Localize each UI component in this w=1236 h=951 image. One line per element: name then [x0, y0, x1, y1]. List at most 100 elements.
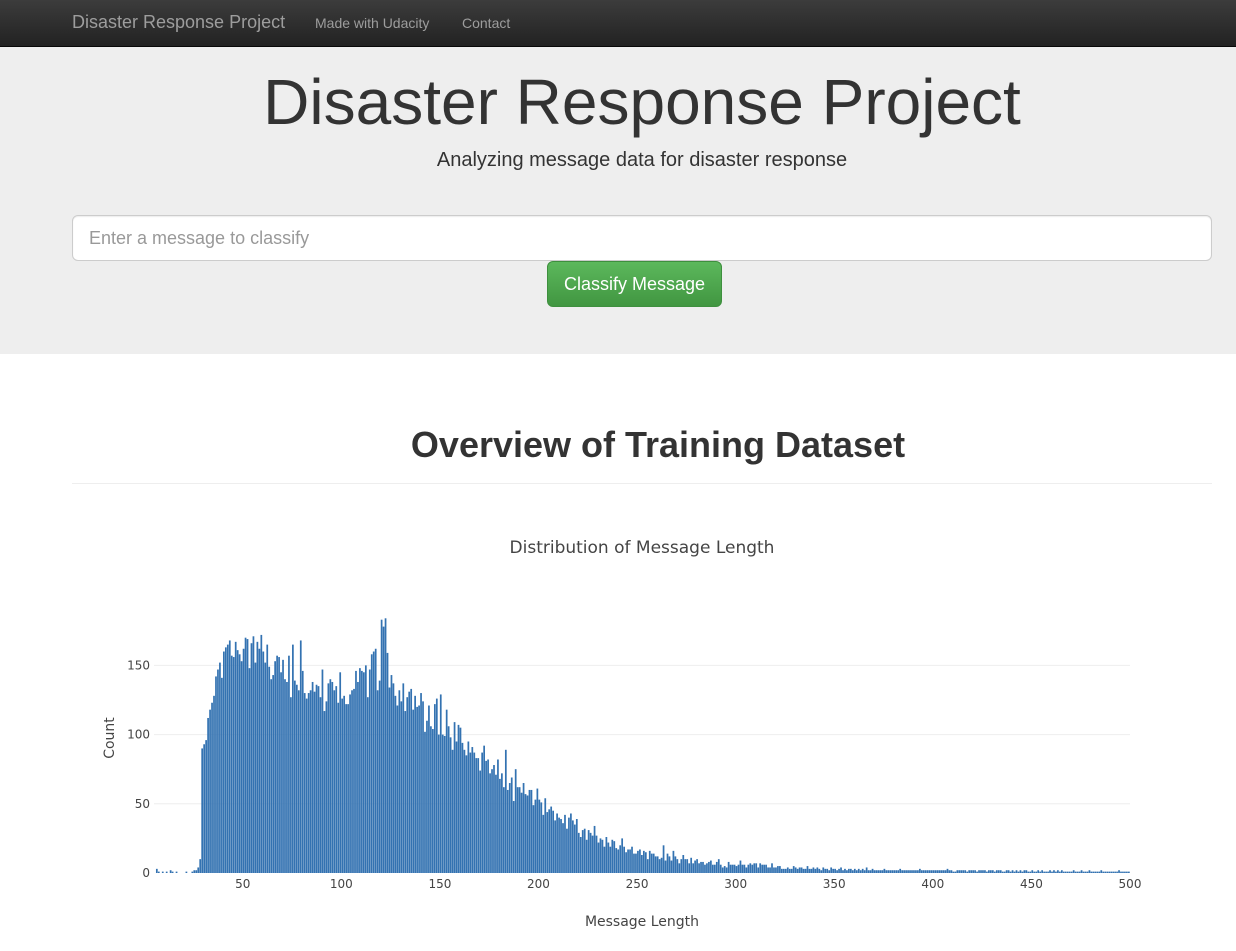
histogram-bar [185, 871, 188, 873]
histogram-bar [986, 871, 988, 873]
histogram-bar [441, 734, 444, 873]
histogram-bar [424, 731, 426, 873]
histogram-bar [1057, 870, 1059, 873]
histogram-bar [735, 866, 738, 873]
histogram-bar [1110, 871, 1113, 873]
histogram-bar [958, 870, 961, 873]
histogram-bar [832, 868, 834, 873]
histogram-bar [769, 867, 771, 873]
histogram-bar [970, 870, 973, 873]
histogram-bar [481, 752, 484, 873]
histogram-bar [1049, 870, 1051, 873]
navbar-brand[interactable]: Disaster Response Project [72, 12, 286, 32]
histogram-bar [311, 681, 314, 873]
histogram-bar [510, 777, 513, 873]
histogram-bar [368, 669, 371, 873]
histogram-bar [1062, 871, 1065, 873]
classify-message-button[interactable]: Classify Message [547, 261, 722, 307]
histogram-bar [355, 670, 357, 873]
histogram-bar [230, 655, 233, 873]
histogram-bar [256, 641, 259, 873]
histogram-bar [1090, 871, 1093, 873]
histogram-bar [191, 871, 194, 873]
histogram-bar [806, 866, 809, 873]
histogram-bar [861, 868, 864, 873]
page-title: Disaster Response Project [263, 66, 1021, 138]
histogram-bar [349, 694, 351, 873]
histogram-bar [155, 868, 158, 873]
histogram-bar [493, 765, 495, 873]
histogram-bar [420, 693, 422, 873]
histogram-bar [749, 863, 752, 873]
histogram-bar [702, 861, 704, 873]
histogram-bar [794, 867, 797, 873]
histogram-bar [394, 695, 397, 873]
histogram-bar [219, 662, 221, 873]
histogram-bar [558, 817, 560, 873]
histogram-bar [508, 783, 511, 873]
histogram-bar [944, 870, 947, 873]
histogram-bar [465, 755, 468, 873]
histogram-bar [650, 853, 653, 873]
histogram-bar [999, 870, 1002, 873]
histogram-bar [755, 863, 758, 873]
histogram-bar [550, 806, 553, 873]
histogram-bar [682, 855, 685, 873]
histogram-bar [252, 636, 255, 873]
histogram-bar [731, 864, 734, 873]
histogram-bar [719, 864, 722, 873]
histogram-bar [997, 870, 1000, 873]
histogram-bar [1066, 871, 1069, 873]
histogram-bar [570, 813, 572, 873]
histogram-bar [290, 697, 292, 873]
histogram-bar [652, 853, 655, 873]
histogram-bar [538, 799, 541, 873]
histogram-bar [664, 860, 667, 873]
page-subtitle: Analyzing message data for disaster resp… [436, 149, 848, 171]
histogram-bar [857, 868, 860, 873]
histogram-bar [284, 679, 286, 873]
histogram-bar [844, 868, 846, 873]
histogram-bar [940, 870, 943, 873]
histogram-bar [512, 801, 515, 873]
histogram-bar [386, 652, 389, 873]
histogram-bar [798, 867, 801, 873]
histogram-bar [566, 828, 568, 873]
histogram-bar [686, 859, 689, 873]
histogram-bar [359, 668, 361, 873]
histogram-bar [962, 870, 965, 873]
histogram-bar [909, 870, 911, 873]
x-tick-label: 200 [527, 877, 550, 891]
nav-link-made-with-udacity[interactable]: Made with Udacity [315, 15, 430, 31]
histogram-bar [609, 846, 612, 873]
histogram-bar [739, 860, 742, 873]
histogram-bar [662, 845, 665, 873]
histogram-bar [698, 863, 700, 873]
histogram-bar [1055, 871, 1057, 873]
message-input[interactable] [72, 215, 1212, 261]
histogram-bar [366, 697, 369, 873]
histogram-bar [984, 870, 986, 873]
histogram-bar [725, 867, 728, 873]
histogram-bar [556, 813, 558, 873]
histogram-bar [244, 637, 247, 873]
nav-link-contact[interactable]: Contact [462, 15, 511, 31]
histogram-bar [903, 870, 905, 873]
histogram-bar [599, 838, 602, 873]
histogram-bar [924, 870, 927, 873]
histogram-bar [266, 644, 269, 873]
histogram-bar [1005, 870, 1008, 873]
histogram-bar [717, 859, 720, 873]
histogram-bar [540, 802, 543, 873]
histogram-bar [412, 709, 415, 873]
histogram-bar [528, 789, 531, 873]
histogram-bar [1104, 871, 1107, 873]
histogram-bar [1092, 871, 1095, 873]
histogram-bar [583, 828, 586, 873]
histogram-bar [1045, 871, 1047, 873]
histogram-bar [402, 683, 405, 873]
histogram-bar [715, 861, 718, 873]
histogram-bar [380, 619, 383, 873]
histogram-bar [303, 693, 306, 873]
histogram-bar [713, 864, 716, 873]
